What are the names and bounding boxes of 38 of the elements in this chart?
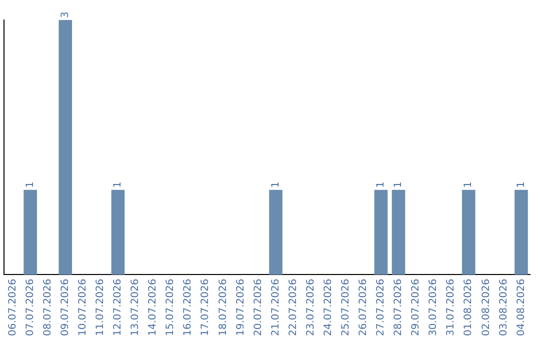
x-tick-label: 17.07.2026 [200,278,212,336]
data-label: 1 [463,181,474,188]
data-label: 1 [24,181,36,188]
x-tick-label: 22.07.2026 [288,278,299,336]
x-tick-label: 23.07.2026 [305,278,316,336]
x-tick-label: 13.07.2026 [130,278,142,336]
x-tick-label: 21.07.2026 [270,278,282,336]
data-label: 3 [60,12,71,18]
x-tick-label: 04.08.2026 [516,278,527,336]
x-tick-label: 20.07.2026 [252,278,264,336]
x-tick-label: 18.07.2026 [218,278,229,336]
x-tick-label: 30.07.2026 [428,278,440,336]
data-label: 1 [516,181,527,188]
x-tick-label: 08.07.2026 [42,278,54,336]
data-label: 1 [393,181,404,188]
x-tick-label: 12.07.2026 [112,278,124,336]
data-label: 1 [376,181,387,188]
x-tick-label: 01.08.2026 [463,278,474,336]
x-tick-label: 10.07.2026 [77,278,88,336]
x-tick-label: 09.07.2026 [60,278,71,336]
x-tick-label: 03.08.2026 [498,278,510,336]
x-tick-label: 07.07.2026 [24,278,36,336]
x-tick-label: 15.07.2026 [165,278,176,336]
x-tick-label: 27.07.2026 [376,278,387,336]
x-tick-label: 25.07.2026 [340,278,352,336]
data-label: 1 [270,181,282,188]
x-tick-label: 02.08.2026 [480,278,492,336]
x-tick-label: 06.07.2026 [7,278,18,336]
x-tick-label: 24.07.2026 [322,278,334,336]
x-tick-label: 26.07.2026 [358,278,370,336]
data-label: 1 [112,181,124,188]
x-tick-label: 31.07.2026 [446,278,457,336]
x-tick-label: 19.07.2026 [235,278,246,336]
x-tick-label: 28.07.2026 [393,278,404,336]
x-tick-label: 14.07.2026 [148,278,159,336]
x-tick-label: 29.07.2026 [410,278,422,336]
x-tick-label: 16.07.2026 [182,278,194,336]
x-tick-label: 11.07.2026 [95,278,106,336]
